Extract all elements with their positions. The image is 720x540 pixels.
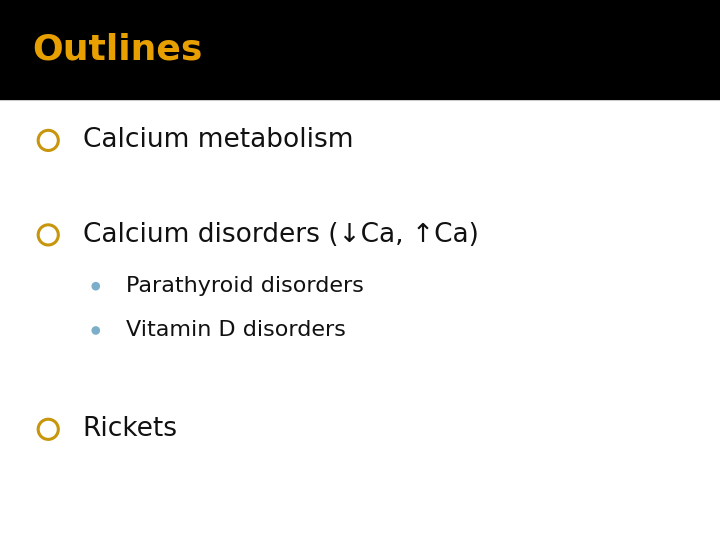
Ellipse shape [91, 326, 100, 335]
Text: Rickets: Rickets [83, 416, 178, 442]
Text: Calcium metabolism: Calcium metabolism [83, 127, 354, 153]
FancyBboxPatch shape [0, 0, 720, 100]
FancyBboxPatch shape [0, 100, 720, 540]
Text: Calcium disorders (↓Ca, ↑Ca): Calcium disorders (↓Ca, ↑Ca) [83, 222, 479, 248]
Ellipse shape [91, 282, 100, 291]
Text: Parathyroid disorders: Parathyroid disorders [126, 276, 364, 296]
Text: Outlines: Outlines [32, 33, 203, 67]
Text: Vitamin D disorders: Vitamin D disorders [126, 320, 346, 341]
